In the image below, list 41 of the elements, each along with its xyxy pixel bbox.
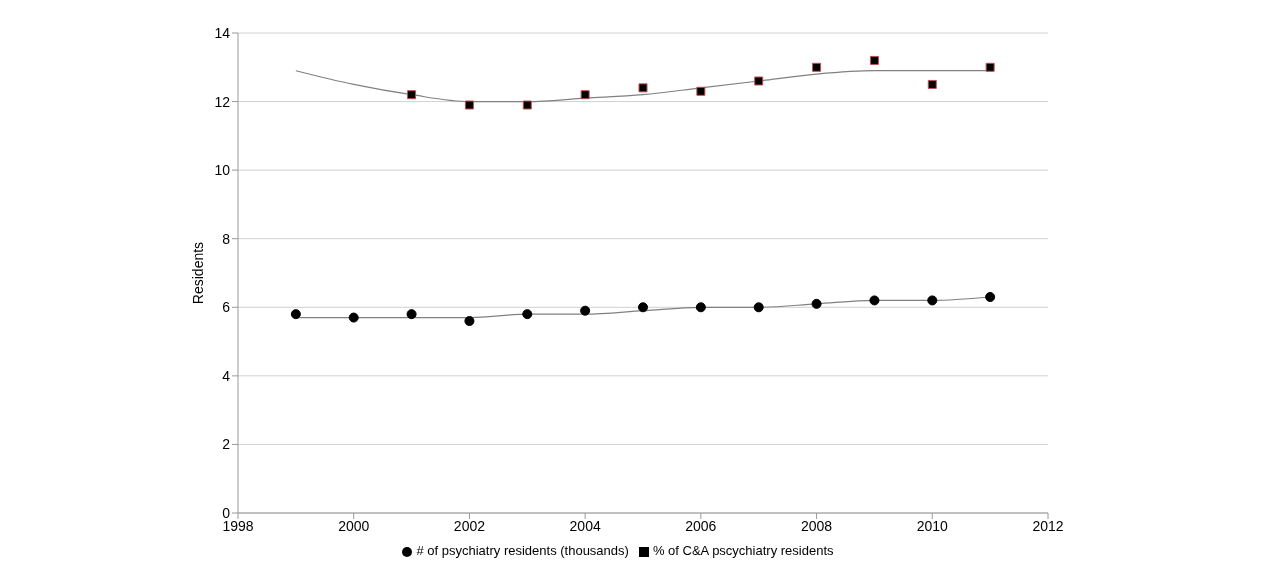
point: [464, 100, 474, 110]
point: [811, 298, 822, 309]
point: [407, 90, 417, 100]
point: [406, 309, 417, 320]
point: [985, 62, 995, 72]
y-tick-label: 4: [222, 367, 231, 384]
point: [580, 305, 591, 316]
point: [812, 62, 822, 72]
x-tick-label: 2002: [453, 517, 486, 534]
y-tick-label: 10: [214, 162, 231, 179]
point: [985, 291, 996, 303]
point: [522, 100, 532, 110]
y-tick-label: 6: [222, 299, 231, 316]
y-tick-label: 8: [222, 230, 231, 247]
x-tick-label: 2006: [685, 517, 717, 534]
point: [348, 312, 359, 323]
point: [637, 302, 649, 313]
x-tick-label: 2008: [800, 517, 833, 534]
y-tick-label: 14: [214, 24, 231, 41]
y-tick-label: 2: [222, 436, 231, 453]
point: [580, 90, 590, 100]
point: [464, 315, 475, 327]
point: [290, 309, 301, 320]
point: [869, 295, 880, 306]
point: [754, 76, 764, 86]
x-tick-label: 2004: [569, 517, 601, 534]
point: [869, 55, 879, 65]
point: [753, 302, 764, 313]
point: [927, 79, 937, 89]
y-tick-label: 12: [214, 93, 231, 110]
y-axis-title: Residents: [189, 241, 206, 305]
x-tick-label: 2000: [338, 517, 370, 534]
point: [695, 302, 706, 313]
x-tick-label: 2010: [916, 517, 949, 534]
point: [522, 309, 533, 320]
legend-label: % of C&A pscychiatry residents: [652, 543, 834, 558]
point: [696, 86, 706, 96]
legend-label: # of psychiatry residents (thousands): [416, 543, 629, 558]
point: [638, 83, 648, 93]
x-tick-label: 2012: [1032, 517, 1064, 534]
point: [927, 295, 938, 306]
